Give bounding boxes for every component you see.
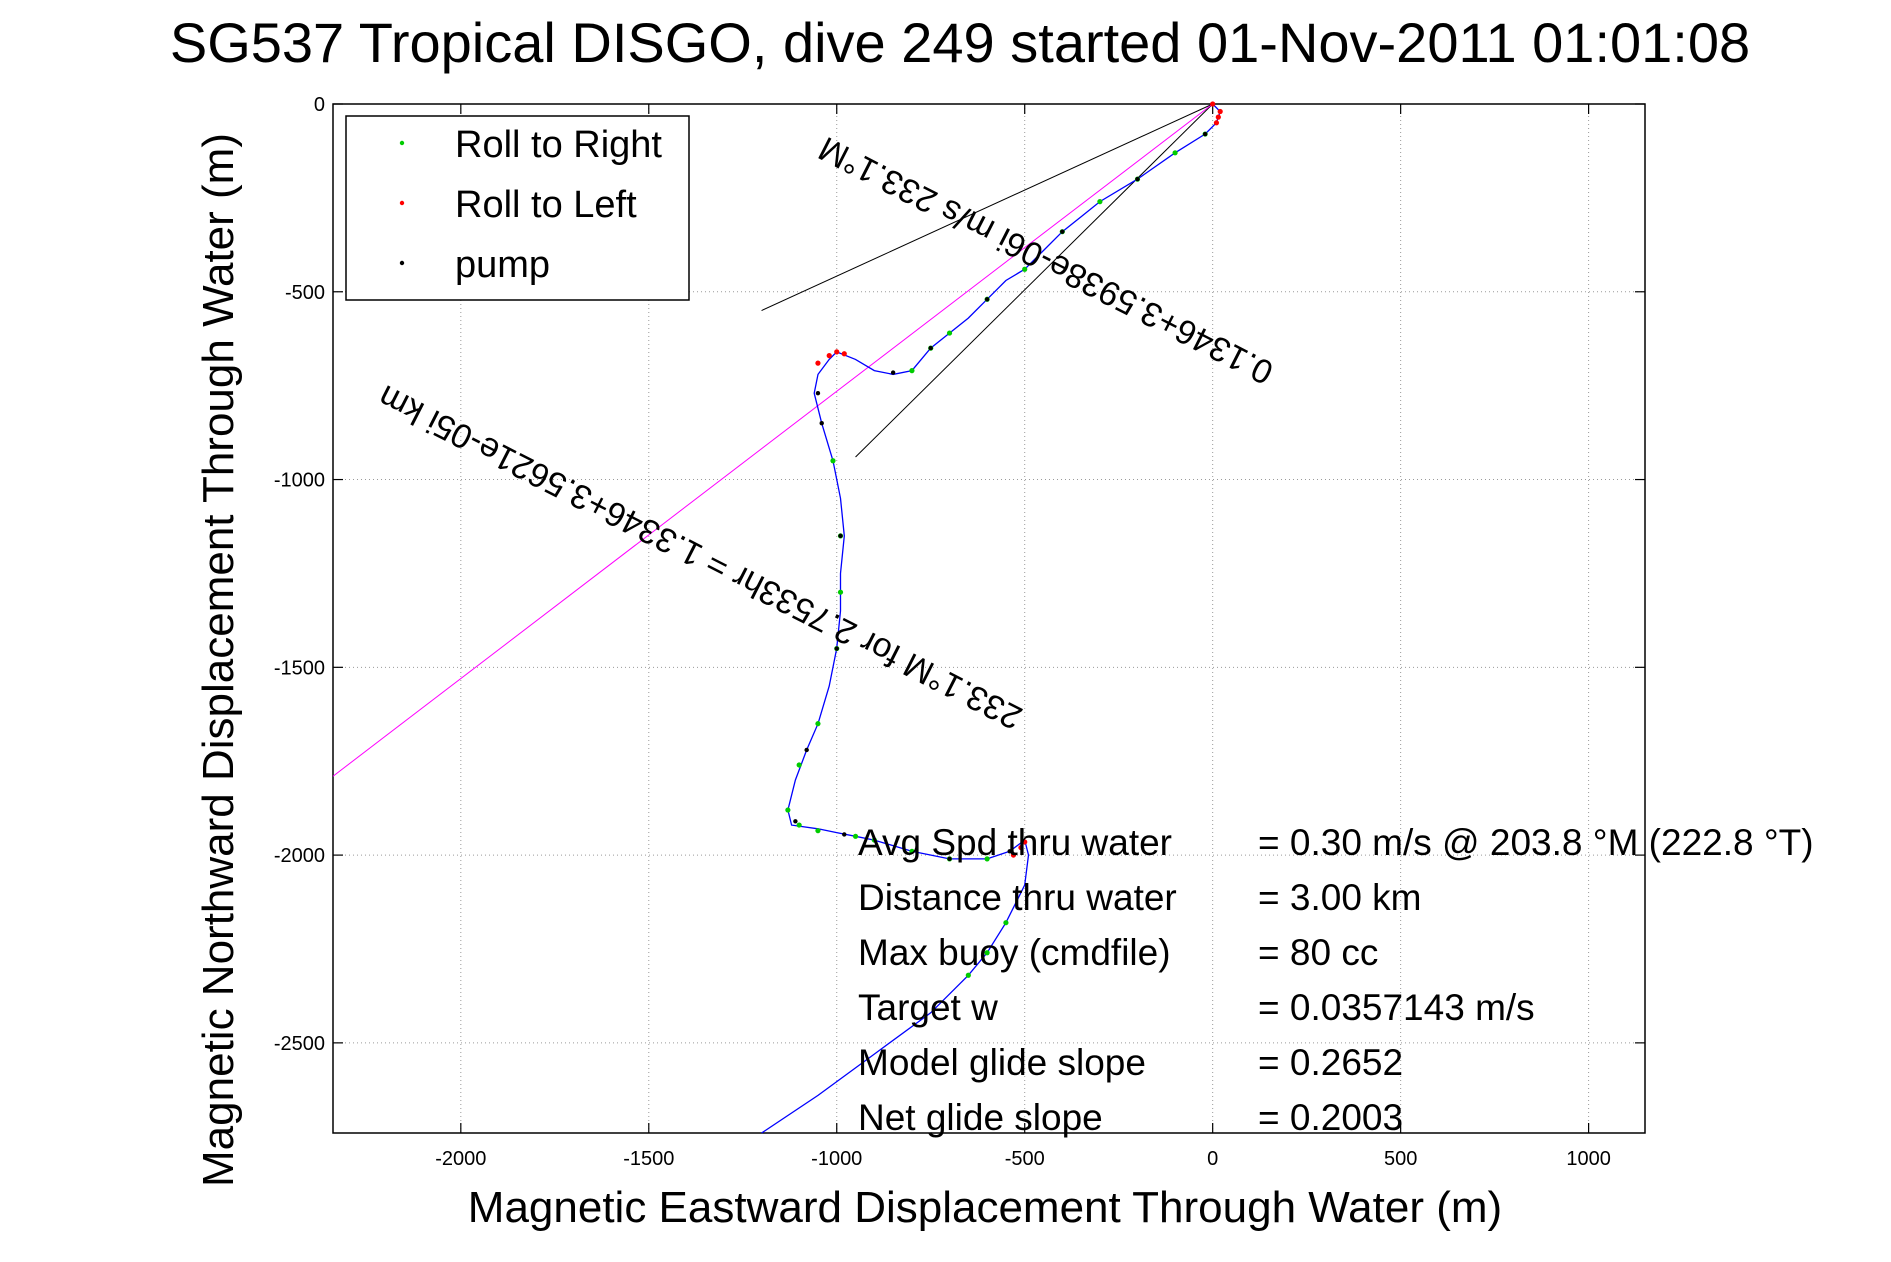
data-point: [928, 345, 933, 351]
stat-value: = 0.0357143 m/s: [1258, 987, 1535, 1028]
data-point: [796, 762, 802, 768]
data-point: [1097, 199, 1103, 205]
series-3: [793, 131, 1208, 862]
y-axis-ticks: 0 -500 -1000 -1500 -2000 -2500: [274, 94, 1645, 1055]
data-point: [838, 533, 843, 539]
current-lines: [332, 103, 1214, 777]
legend-entry: Roll to Right: [455, 124, 662, 166]
legend-marker: [399, 140, 405, 146]
x-tick-label: -500: [1005, 1148, 1045, 1170]
data-point: [1135, 176, 1140, 182]
legend: Roll to Right Roll to Left pump: [345, 115, 690, 301]
data-point: [1215, 114, 1221, 120]
current-line: [761, 103, 1213, 312]
y-tick-label: 0: [314, 94, 325, 116]
x-axis-label: Magnetic Eastward Displacement Through W…: [468, 1183, 1502, 1232]
legend-entry: Roll to Left: [455, 184, 637, 226]
data-point: [909, 368, 915, 374]
data-point: [796, 822, 802, 828]
data-point: [842, 832, 847, 837]
data-point: [984, 297, 990, 302]
data-point: [785, 807, 791, 813]
data-point: [815, 721, 821, 727]
data-point: [984, 950, 990, 956]
legend-marker: [399, 260, 405, 266]
plot-frame: [332, 103, 1646, 1134]
data-point: [1003, 920, 1009, 926]
data-point: [1022, 266, 1028, 272]
data-point: [946, 330, 953, 336]
stat-label: Distance thru water: [858, 877, 1177, 918]
x-axis-ticks: -2000 -1500 -1000 -500 0 500 1000: [435, 104, 1611, 1170]
x-tick-label: -1000: [811, 1148, 862, 1170]
stat-value: = 80 cc: [1258, 932, 1378, 973]
stat-label: Max buoy (cmdfile): [858, 932, 1171, 973]
data-point: [1010, 852, 1017, 858]
current-line: [855, 103, 1214, 458]
data-point: [815, 360, 821, 366]
data-point: [834, 646, 839, 651]
data-point: [837, 589, 844, 595]
data-point: [984, 856, 990, 862]
stat-value: = 0.2652: [1258, 1042, 1403, 1083]
x-tick-label: 500: [1384, 1148, 1417, 1170]
data-point: [1060, 229, 1065, 234]
data-point: [871, 837, 877, 843]
y-tick-label: -500: [285, 282, 325, 304]
y-tick-label: -1000: [274, 470, 325, 492]
x-tick-label: 1000: [1566, 1148, 1611, 1170]
data-point: [965, 972, 971, 978]
dive-statistics: Avg Spd thru water = 0.30 m/s @ 203.8 °M …: [858, 822, 1814, 1138]
data-point: [1172, 150, 1178, 156]
data-point: [890, 370, 896, 375]
data-point: [1007, 849, 1012, 854]
x-tick-label: 0: [1207, 1148, 1218, 1170]
data-point: [852, 833, 859, 839]
chart-title: SG537 Tropical DISGO, dive 249 started 0…: [170, 11, 1750, 74]
data-point: [804, 747, 809, 753]
y-tick-label: -2500: [274, 1033, 325, 1055]
stat-label: Model glide slope: [858, 1042, 1146, 1083]
stat-value: = 0.2003: [1258, 1097, 1403, 1138]
data-point: [819, 421, 824, 426]
x-tick-label: -2000: [435, 1148, 486, 1170]
legend-marker: [399, 200, 405, 206]
data-point: [947, 856, 952, 862]
stat-label: Net glide slope: [858, 1097, 1103, 1138]
y-tick-label: -2000: [274, 845, 325, 867]
data-point: [1202, 131, 1208, 137]
data-point: [793, 819, 798, 824]
y-axis-label: Magnetic Northward Displacement Through …: [194, 133, 243, 1187]
drift-line: [332, 103, 1213, 777]
series-layer: [761, 101, 1223, 1134]
data-point: [1022, 839, 1028, 845]
data-point: [1217, 108, 1223, 115]
stat-value: = 3.00 km: [1258, 877, 1422, 918]
data-point: [815, 390, 821, 396]
x-tick-label: -1500: [623, 1148, 674, 1170]
data-point: [841, 351, 847, 357]
data-point: [830, 458, 836, 464]
data-point: [834, 349, 840, 355]
legend-box: [345, 115, 690, 301]
data-point: [1018, 844, 1024, 851]
data-point: [815, 828, 821, 834]
legend-entry: pump: [455, 244, 550, 286]
y-tick-label: -1500: [274, 657, 325, 679]
data-point: [1213, 120, 1220, 126]
data-point: [1210, 101, 1216, 107]
stat-label: Target w: [858, 987, 998, 1028]
stat-value: = 0.30 m/s @ 203.8 °M (222.8 °T): [1258, 822, 1814, 863]
series-2: [815, 101, 1223, 858]
stat-label: Avg Spd thru water: [858, 822, 1172, 863]
data-point: [826, 353, 832, 359]
data-point: [909, 848, 915, 854]
